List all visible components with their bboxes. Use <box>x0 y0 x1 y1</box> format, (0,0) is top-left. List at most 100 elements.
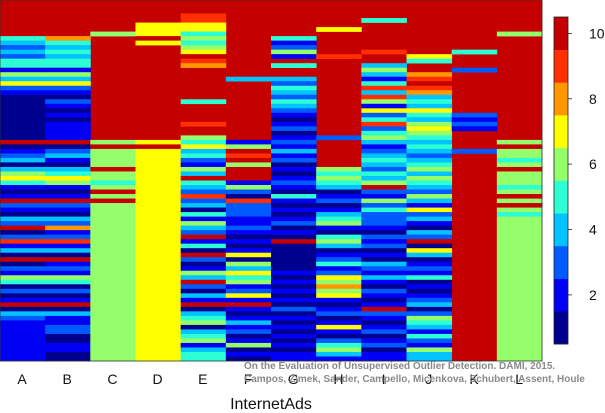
heatmap-cell <box>496 148 543 154</box>
heatmap-cell <box>271 297 317 303</box>
heatmap-cell <box>271 342 317 348</box>
heatmap-cell <box>45 90 91 96</box>
heatmap-cell <box>0 270 46 276</box>
heatmap-cell <box>451 121 498 127</box>
heatmap-cell <box>180 347 227 353</box>
heatmap-cell <box>180 180 227 186</box>
heatmap-cell <box>406 72 453 78</box>
heatmap-cell <box>271 275 317 281</box>
heatmap-cell <box>225 302 272 308</box>
heatmap-cell <box>0 279 46 285</box>
heatmap-cell <box>406 302 453 308</box>
heatmap-cell <box>180 320 227 326</box>
heatmap-cell <box>406 103 453 109</box>
column-label-I: I <box>382 371 386 387</box>
heatmap-cell <box>316 198 362 204</box>
heatmap-cell <box>180 297 227 303</box>
column-label-K: K <box>469 371 479 387</box>
heatmap-cell <box>45 76 91 82</box>
heatmap-cell <box>361 171 407 177</box>
heatmap-cell <box>90 189 136 195</box>
heatmap-cell <box>496 171 543 181</box>
heatmap-cell <box>361 315 407 321</box>
heatmap-cell <box>225 144 272 150</box>
heatmap-cell <box>361 49 407 55</box>
heatmap-cell <box>271 212 317 217</box>
heatmap-cell <box>316 243 362 249</box>
heatmap-cell <box>90 185 136 190</box>
column-label-A: A <box>17 371 27 387</box>
colorbar-band <box>554 17 568 50</box>
heatmap-cell <box>180 270 227 276</box>
heatmap-cell <box>271 207 317 213</box>
heatmap-cell <box>225 293 272 299</box>
heatmap-cell <box>316 239 362 244</box>
heatmap-cell <box>406 175 453 181</box>
heatmap-cell <box>406 261 453 267</box>
heatmap-cell <box>361 203 407 208</box>
heatmap-cell <box>45 144 91 150</box>
heatmap-cell <box>361 261 407 267</box>
heatmap-cell <box>271 144 317 150</box>
heatmap-cell <box>271 112 317 118</box>
heatmap-cell <box>45 302 91 308</box>
column-label-F: F <box>244 371 253 387</box>
heatmap-cell <box>225 239 272 244</box>
heatmap-cell <box>406 252 453 258</box>
heatmap-cell <box>0 243 46 249</box>
heatmap-cell <box>271 329 317 335</box>
heatmap-cell <box>0 180 46 186</box>
heatmap-cell <box>180 288 227 294</box>
heatmap-cell <box>180 216 227 222</box>
heatmap-cell <box>180 157 227 163</box>
heatmap-cell <box>45 270 91 276</box>
heatmap-cell <box>0 261 46 267</box>
heatmap-cell <box>45 243 91 249</box>
heatmap-cell <box>45 194 91 199</box>
heatmap-cell <box>45 248 91 253</box>
heatmap-cell <box>316 329 362 335</box>
heatmap-cell <box>45 180 91 186</box>
heatmap-cell <box>361 94 407 100</box>
heatmap-cell <box>0 198 46 204</box>
heatmap-cell <box>316 175 362 181</box>
heatmap-cell <box>45 175 91 181</box>
heatmap-cell <box>271 162 317 168</box>
heatmap-cell <box>316 342 362 348</box>
heatmap-cell <box>361 126 407 132</box>
heatmap-cell <box>45 288 91 294</box>
heatmap-cell <box>225 315 272 321</box>
heatmap-cell <box>0 230 46 235</box>
heatmap-cell <box>406 207 453 213</box>
heatmap-cell <box>0 306 46 312</box>
heatmap-cell <box>406 333 453 339</box>
heatmap-cell <box>225 351 272 357</box>
heatmap-cell <box>0 58 46 68</box>
heatmap-cell <box>451 112 498 118</box>
heatmap-cell <box>361 63 407 68</box>
heatmap-cell <box>225 284 272 290</box>
heatmap-cell <box>361 139 407 145</box>
heatmap-cell <box>496 216 543 362</box>
heatmap-cell <box>406 275 453 281</box>
heatmap-cell <box>361 189 407 195</box>
heatmap-cell <box>316 216 362 222</box>
heatmap-cells <box>0 0 543 362</box>
heatmap-cell <box>0 207 46 213</box>
heatmap-cell <box>406 180 453 186</box>
heatmap-cell <box>225 297 272 303</box>
heatmap-cell <box>496 212 543 217</box>
heatmap-cell <box>361 85 407 91</box>
heatmap-cell <box>406 221 453 226</box>
heatmap-cell <box>316 135 362 141</box>
heatmap-cell <box>316 347 362 353</box>
heatmap-cell <box>316 284 362 290</box>
heatmap-cell <box>361 112 407 118</box>
heatmap-cell <box>496 144 543 150</box>
heatmap-cell <box>451 49 498 55</box>
column-label-L: L <box>515 371 523 387</box>
heatmap-cell <box>0 203 46 208</box>
heatmap-cell <box>316 338 362 344</box>
heatmap-cell <box>90 194 136 199</box>
heatmap-cell <box>0 76 46 82</box>
